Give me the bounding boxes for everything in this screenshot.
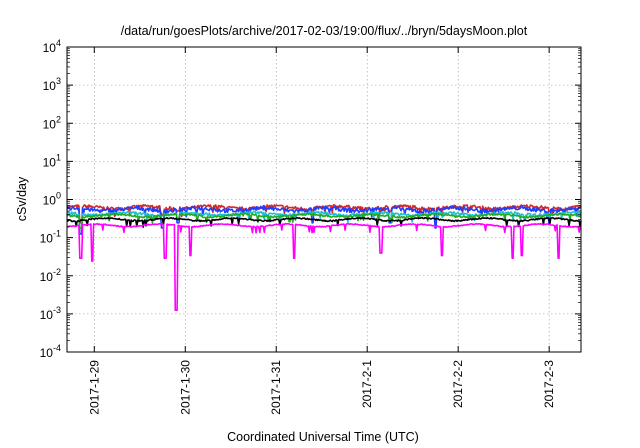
y-tick-label: 103 — [43, 76, 61, 93]
series-line — [66, 212, 582, 229]
chart-title: /data/run/goesPlots/archive/2017-02-03/1… — [121, 24, 528, 38]
x-tick-label: 2017-2-3 — [542, 360, 556, 408]
y-tick-label: 10-3 — [40, 305, 61, 322]
series-line — [66, 210, 582, 229]
y-tick-label: 10-2 — [40, 267, 61, 284]
data-series — [66, 204, 582, 312]
x-tick-label: 2017-2-1 — [360, 360, 374, 408]
x-axis-label: Coordinated Universal Time (UTC) — [227, 430, 419, 444]
x-tick-label: 2017-1-30 — [178, 360, 192, 415]
x-tick-label: 2017-2-2 — [451, 360, 465, 408]
y-axis: 10-4 10-3 10-2 10-1 100 101 102 103 104 — [40, 38, 581, 360]
y-axis-label: cSv/day — [15, 176, 29, 221]
y-tick-label: 10-4 — [40, 343, 61, 360]
y-tick-label: 104 — [43, 38, 61, 55]
y-tick-label: 101 — [43, 152, 61, 169]
y-tick-label: 100 — [43, 191, 61, 208]
series-line — [66, 216, 582, 228]
y-tick-label: 10-1 — [40, 229, 61, 246]
x-tick-label: 2017-1-31 — [269, 360, 283, 415]
series-line — [66, 222, 582, 312]
x-tick-label: 2017-1-29 — [87, 360, 101, 415]
y-tick-label: 102 — [43, 114, 61, 131]
x-axis: 2017-1-29 2017-1-30 2017-1-31 2017-2-1 2017-… — [87, 47, 556, 415]
gridlines — [67, 47, 581, 352]
